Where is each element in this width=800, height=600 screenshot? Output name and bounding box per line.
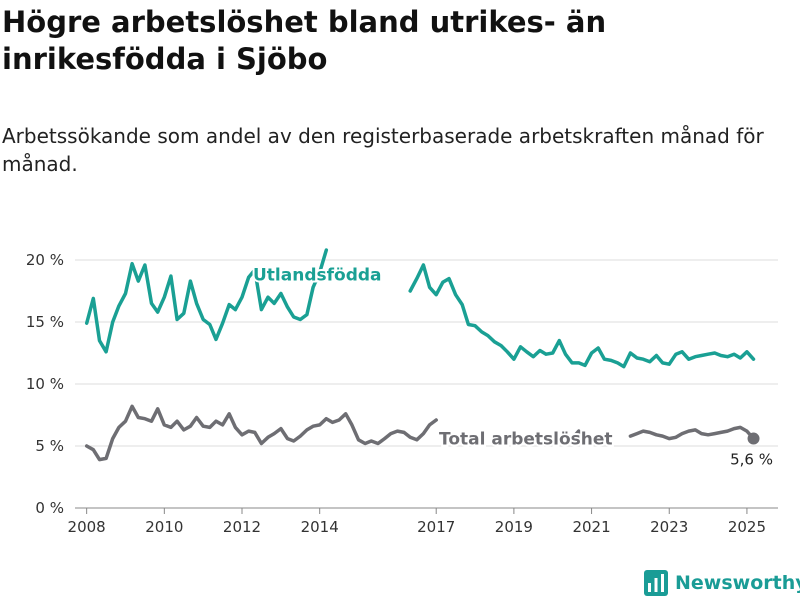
x-tick-label: 2012 — [223, 518, 261, 536]
y-tick-label: 5 % — [35, 437, 64, 455]
y-tick-label: 0 % — [35, 499, 64, 517]
series-label-total: Total arbetslöshet — [439, 430, 613, 450]
grid-layer: 0 % 5 % 10 % 15 % 20 % — [26, 251, 778, 517]
x-tick-label: 2014 — [301, 518, 339, 536]
last-value-label: 5,6 % — [730, 451, 773, 469]
chart-subtitle: Arbetssökande som andel av den registerb… — [2, 124, 764, 176]
series-line-0 — [84, 248, 756, 369]
line-chart: 0 %5 %10 %15 %20 % 2008 2010 2012 2014 2017 2… — [26, 248, 778, 536]
chart-title: Högre arbetslöshet bland utrikes- än inr… — [2, 5, 607, 76]
y-tick-label: 15 % — [26, 313, 64, 331]
series-label-utlandsfodda: Utlandsfödda — [253, 265, 382, 285]
label-layer: Utlandsfödda Total arbetslöshet 5,6 % — [251, 263, 773, 469]
x-tick-label: 2017 — [417, 518, 455, 536]
x-tick-label: 2023 — [650, 518, 688, 536]
newsworthy-brand: Newsworthy — [644, 568, 800, 598]
brand-name: Newsworthy — [675, 572, 800, 594]
x-tick-label: 2008 — [68, 518, 106, 536]
y-tick-label: 10 % — [26, 375, 64, 393]
series-layer — [84, 248, 756, 462]
y-tick-label: 20 % — [26, 251, 64, 269]
x-tick-label: 2010 — [145, 518, 183, 536]
x-tick-label: 2025 — [728, 518, 766, 536]
last-point-marker — [747, 432, 760, 445]
x-axis: 2008 2010 2012 2014 2017 2019 2021 2023 2025 — [68, 508, 766, 536]
x-tick-label: 2021 — [572, 518, 610, 536]
x-tick-label: 2019 — [495, 518, 533, 536]
bar-chart-logo-icon — [644, 570, 668, 596]
series-line-1 — [84, 404, 756, 462]
